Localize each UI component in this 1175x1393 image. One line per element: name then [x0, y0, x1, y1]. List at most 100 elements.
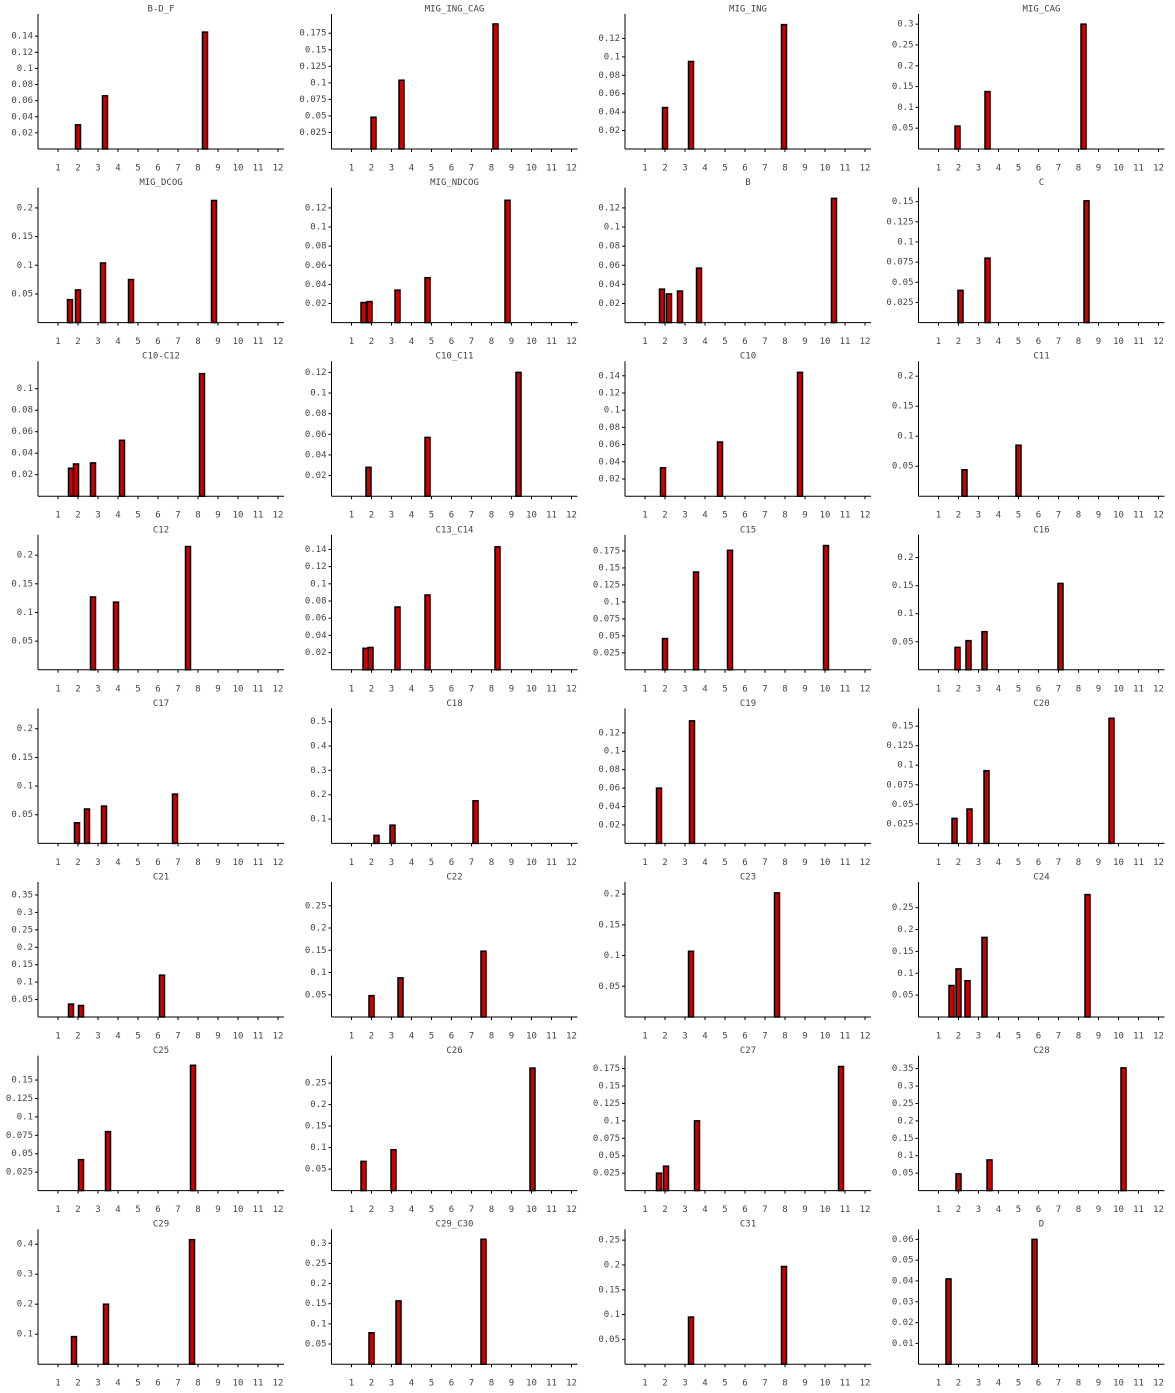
- y-tick-label: 0.1: [604, 1310, 620, 1320]
- bar: [780, 1265, 788, 1365]
- y-tick-label: 0.08: [598, 242, 620, 252]
- x-tick-label: 6: [742, 858, 747, 868]
- x-tick-label: 7: [762, 164, 767, 174]
- bar: [189, 1064, 197, 1192]
- x-tick-label: 11: [1133, 858, 1144, 868]
- bar: [100, 805, 108, 845]
- panel-title: MIG_CAG: [1023, 5, 1061, 15]
- y-tick-label: 0.02: [892, 1318, 914, 1328]
- x-tick-label: 9: [802, 337, 807, 347]
- x-tick-label: 10: [233, 511, 244, 521]
- x-tick-label: 4: [409, 164, 414, 174]
- y-tick-label: 0.05: [598, 631, 620, 641]
- y-tick-label: 0.15: [305, 45, 327, 55]
- y-tick-label: 0.1: [310, 968, 326, 978]
- x-tick-label: 1: [55, 684, 60, 694]
- bar: [1083, 200, 1090, 324]
- y-tick-label: 0.15: [11, 232, 33, 242]
- y-tick-label: 0.025: [299, 128, 326, 138]
- y-tick-label: 0.06: [598, 440, 620, 450]
- x-tick-label: 1: [936, 1032, 941, 1042]
- bar: [198, 372, 206, 497]
- x-tick-label: 8: [195, 511, 200, 521]
- x-tick-label: 6: [1036, 164, 1041, 174]
- y-tick-label: 0.02: [305, 648, 327, 658]
- x-tick-label: 11: [546, 858, 557, 868]
- x-tick-label: 10: [820, 1379, 831, 1389]
- x-tick-label: 7: [175, 511, 180, 521]
- panel-title: C13_C14: [436, 525, 474, 535]
- x-tick-label: 2: [369, 337, 374, 347]
- x-tick-label: 8: [782, 684, 787, 694]
- x-tick-label: 8: [489, 164, 494, 174]
- x-tick-label: 2: [956, 1205, 961, 1215]
- y-tick-label: 0.125: [299, 62, 326, 72]
- bar: [398, 79, 405, 150]
- bar: [966, 808, 973, 845]
- y-tick-label: 0.02: [11, 470, 33, 480]
- bar: [692, 571, 700, 671]
- x-tick-label: 12: [860, 1205, 871, 1215]
- y-tick-label: 0.05: [11, 995, 33, 1005]
- x-tick-label: 7: [175, 858, 180, 868]
- bar: [716, 441, 724, 497]
- x-tick-label: 1: [642, 684, 647, 694]
- bar: [688, 720, 696, 845]
- x-tick-label: 5: [429, 684, 434, 694]
- panel-title: C19: [740, 699, 756, 709]
- panel-title: C10-C12: [142, 352, 180, 362]
- y-tick-label: 0.25: [892, 903, 914, 913]
- x-tick-label: 5: [1016, 1205, 1021, 1215]
- x-tick-label: 11: [546, 337, 557, 347]
- x-tick-label: 5: [135, 337, 140, 347]
- x-tick-label: 1: [349, 1032, 354, 1042]
- y-tick-label: 0.2: [310, 924, 326, 934]
- x-tick-label: 5: [722, 1205, 727, 1215]
- x-tick-label: 1: [936, 1379, 941, 1389]
- x-tick-label: 5: [722, 1032, 727, 1042]
- x-tick-label: 10: [1113, 1379, 1124, 1389]
- x-tick-label: 6: [155, 1032, 160, 1042]
- y-tick-label: 0.05: [11, 637, 33, 647]
- bar: [390, 1148, 397, 1192]
- y-tick-label: 0.04: [305, 280, 327, 290]
- bar: [687, 60, 695, 150]
- bar: [693, 1120, 701, 1192]
- x-tick-label: 2: [75, 164, 80, 174]
- bar: [981, 936, 988, 1018]
- bar: [1108, 717, 1115, 845]
- x-tick-label: 9: [802, 511, 807, 521]
- y-tick-label: 0.075: [886, 258, 913, 268]
- bar: [773, 892, 781, 1018]
- y-tick-label: 0.25: [892, 1099, 914, 1109]
- x-tick-label: 5: [429, 1379, 434, 1389]
- x-tick-label: 3: [95, 164, 100, 174]
- panel-title: MIG_NDCOG: [430, 178, 479, 188]
- x-tick-label: 9: [1096, 511, 1101, 521]
- x-tick-label: 6: [1036, 511, 1041, 521]
- panel-title: C20: [1033, 699, 1049, 709]
- y-tick-label: 0.25: [305, 1079, 327, 1089]
- x-tick-label: 11: [840, 1205, 851, 1215]
- y-tick-label: 0.1: [897, 969, 913, 979]
- panel-title: C: [1039, 178, 1044, 188]
- y-tick-label: 0.15: [598, 920, 620, 930]
- panel-title: C10: [740, 352, 756, 362]
- x-tick-label: 8: [489, 858, 494, 868]
- y-tick-label: 0.06: [305, 614, 327, 624]
- x-tick-label: 7: [469, 1032, 474, 1042]
- x-tick-label: 7: [175, 164, 180, 174]
- x-tick-label: 9: [509, 1205, 514, 1215]
- x-tick-label: 7: [175, 1205, 180, 1215]
- x-tick-label: 7: [1056, 1379, 1061, 1389]
- y-tick-label: 0.02: [305, 299, 327, 309]
- x-tick-label: 5: [1016, 1032, 1021, 1042]
- x-tick-label: 7: [762, 511, 767, 521]
- x-tick-label: 10: [820, 337, 831, 347]
- x-tick-label: 10: [1113, 684, 1124, 694]
